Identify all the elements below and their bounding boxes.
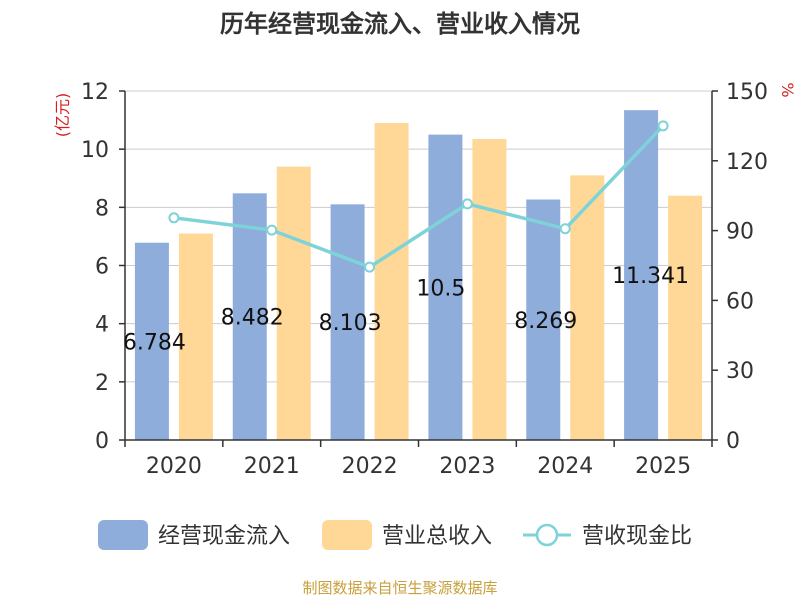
point-cash-ratio-2024 bbox=[559, 223, 571, 235]
line-layer bbox=[168, 120, 669, 273]
left-tick-label-6: 12 bbox=[81, 80, 109, 105]
left-tick-label-1: 2 bbox=[95, 371, 109, 396]
right-tick-label-2: 60 bbox=[726, 289, 754, 314]
bar-revenue-2022 bbox=[374, 122, 409, 440]
legend-label-cash-ratio: 营收现金比 bbox=[582, 524, 692, 549]
point-cash-ratio-2021 bbox=[266, 224, 278, 236]
bar-revenue-2025 bbox=[668, 195, 703, 440]
chart-title: 历年经营现金流入、营业收入情况 bbox=[220, 10, 580, 38]
x-tick-label-2024: 2024 bbox=[537, 454, 593, 479]
bar-revenue-2021 bbox=[276, 166, 311, 440]
left-tick-label-5: 10 bbox=[81, 138, 109, 163]
data-label-cash-inflow-2021: 8.482 bbox=[221, 306, 284, 331]
bar-cash-inflow-2023 bbox=[428, 134, 463, 440]
data-label-cash-inflow-2024: 8.269 bbox=[514, 309, 577, 334]
legend-label-revenue: 营业总收入 bbox=[382, 524, 492, 549]
grid-layer bbox=[125, 90, 712, 383]
point-cash-ratio-2023 bbox=[461, 198, 473, 210]
bar-cash-inflow-2022 bbox=[330, 204, 365, 440]
bar-cash-inflow-2020 bbox=[134, 242, 169, 440]
left-tick-label-0: 0 bbox=[95, 429, 109, 454]
bar-revenue-2020 bbox=[178, 233, 213, 440]
x-tick-label-2021: 2021 bbox=[244, 454, 300, 479]
right-tick-label-0: 0 bbox=[726, 429, 740, 454]
point-cash-ratio-2020 bbox=[168, 212, 180, 224]
legend-swatch-cash-inflow bbox=[98, 520, 148, 550]
legend-layer: 经营现金流入 营业总收入 营收现金比 bbox=[98, 520, 692, 550]
point-cash-ratio-2022 bbox=[364, 261, 376, 273]
bar-cash-inflow-2024 bbox=[526, 199, 561, 440]
bar-cash-inflow-2025 bbox=[624, 110, 659, 440]
right-tick-label-4: 120 bbox=[726, 150, 768, 175]
legend-label-cash-inflow: 经营现金流入 bbox=[158, 524, 290, 549]
right-tick-label-1: 30 bbox=[726, 359, 754, 384]
bar-revenue-2023 bbox=[472, 138, 507, 441]
x-tick-label-2023: 2023 bbox=[439, 454, 495, 479]
left-tick-label-4: 8 bbox=[95, 196, 109, 221]
legend-swatch-revenue bbox=[322, 520, 372, 550]
label-layer: 6.784 8.482 8.103 10.5 8.269 11.341 bbox=[123, 264, 689, 355]
line-cash-ratio bbox=[173, 124, 665, 269]
x-tick-label-2025: 2025 bbox=[635, 454, 691, 479]
source-note: 制图数据来自恒生聚源数据库 bbox=[302, 579, 497, 597]
right-tick-label-5: 150 bbox=[726, 80, 768, 105]
data-label-cash-inflow-2025: 11.341 bbox=[612, 264, 689, 289]
bar-layer bbox=[134, 110, 703, 441]
right-tick-label-3: 90 bbox=[726, 220, 754, 245]
left-tick-label-2: 4 bbox=[95, 313, 109, 338]
x-tick-label-2022: 2022 bbox=[342, 454, 398, 479]
bar-cash-inflow-2021 bbox=[232, 193, 267, 440]
data-label-cash-inflow-2023: 10.5 bbox=[416, 276, 465, 301]
legend-marker-cash-ratio bbox=[535, 523, 559, 547]
data-label-cash-inflow-2022: 8.103 bbox=[319, 311, 382, 336]
point-cash-ratio-2025 bbox=[657, 120, 669, 132]
data-label-cash-inflow-2020: 6.784 bbox=[123, 330, 186, 355]
bar-revenue-2024 bbox=[570, 175, 605, 440]
left-tick-label-3: 6 bbox=[95, 255, 109, 280]
x-tick-label-2020: 2020 bbox=[146, 454, 202, 479]
right-axis-unit: % bbox=[778, 82, 797, 97]
left-axis-unit: (亿元) bbox=[53, 93, 72, 138]
